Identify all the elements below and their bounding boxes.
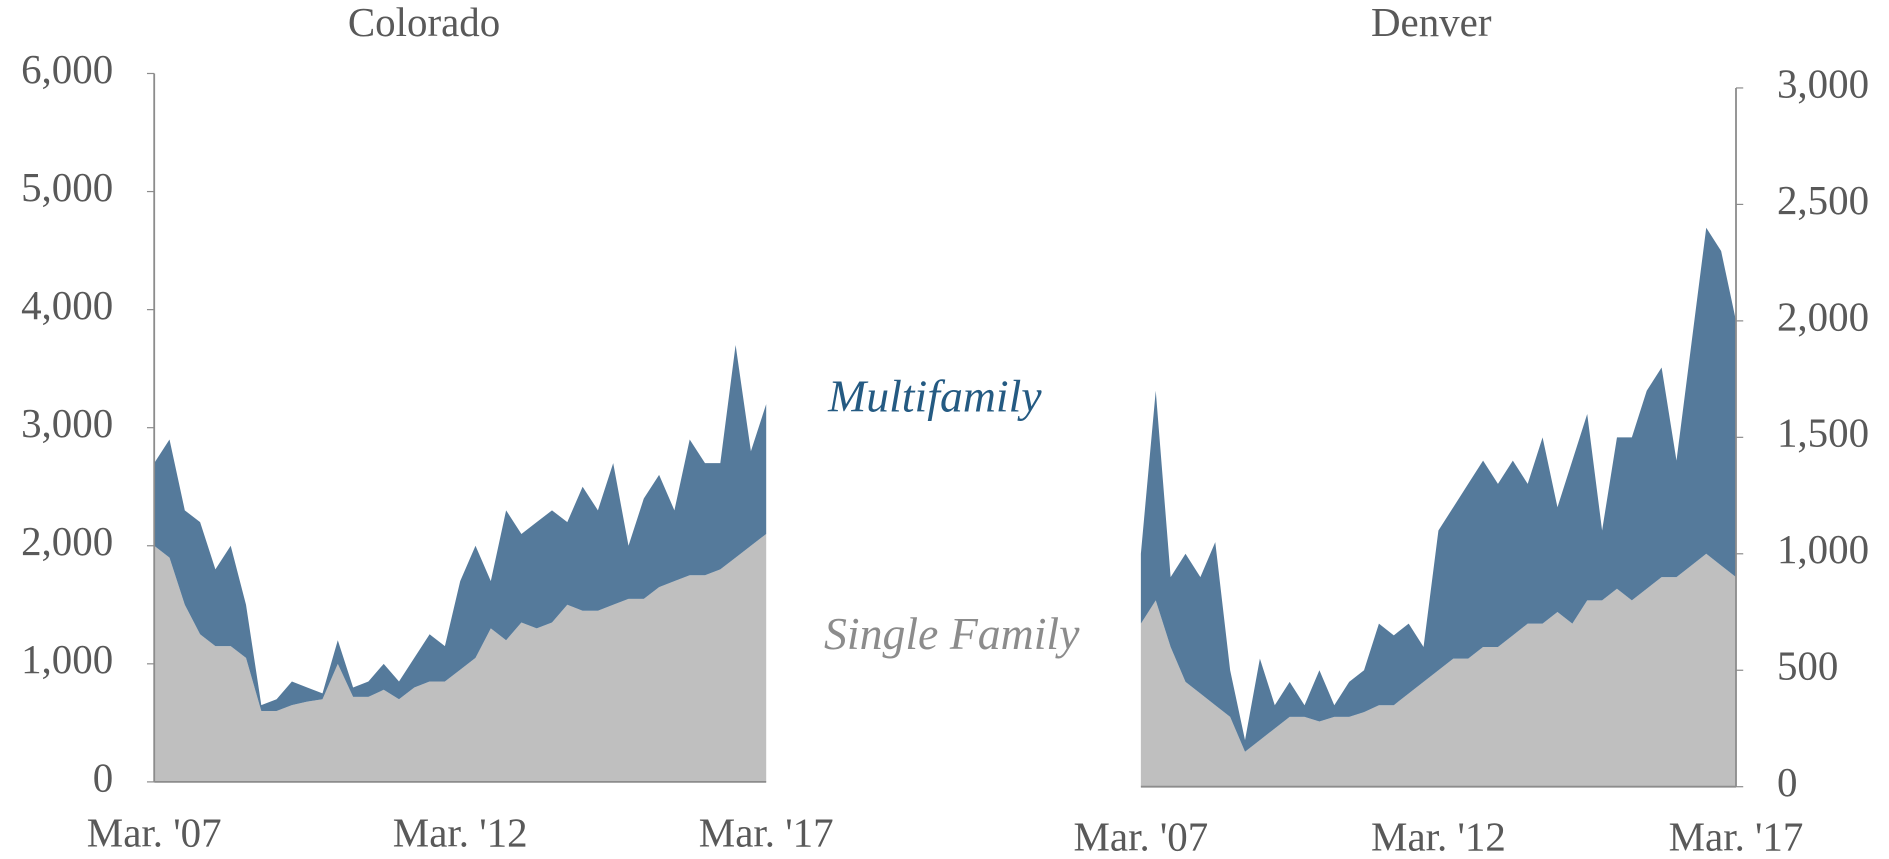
x-tick-label: Mar. '17 [699,810,834,856]
y-tick-label: 1,500 [1777,410,1869,456]
y-tick-label: 0 [93,754,113,800]
area [154,533,767,782]
x-tick-label: Mar. '12 [393,810,528,856]
single-family-label: Single Family [824,608,1080,659]
y-tick-label: 1,000 [1777,526,1869,572]
x-tick-label: Mar. '07 [1073,813,1208,859]
y-tick-label: 2,000 [21,518,113,564]
y-tick-label: 2,000 [1777,293,1869,339]
x-tick-label: Mar. '17 [1669,813,1804,859]
y-tick-label: 6,000 [21,46,113,92]
y-tick-label: 0 [1777,759,1797,805]
multifamily-label: Multifamily [827,371,1042,422]
x-tick-label: Mar. '12 [1371,813,1506,859]
area [1140,227,1737,752]
y-tick-label: 5,000 [21,164,113,210]
y-tick-label: 3,000 [1777,60,1869,106]
area [154,345,767,712]
y-tick-label: 2,500 [1777,177,1869,223]
y-tick-label: 1,000 [21,636,113,682]
x-tick-label: Mar. '07 [87,810,222,856]
y-tick-label: 4,000 [21,282,113,328]
chart-title: Colorado [348,0,500,45]
y-tick-label: 500 [1777,643,1838,689]
chart-title: Denver [1371,0,1492,45]
y-tick-label: 3,000 [21,400,113,446]
